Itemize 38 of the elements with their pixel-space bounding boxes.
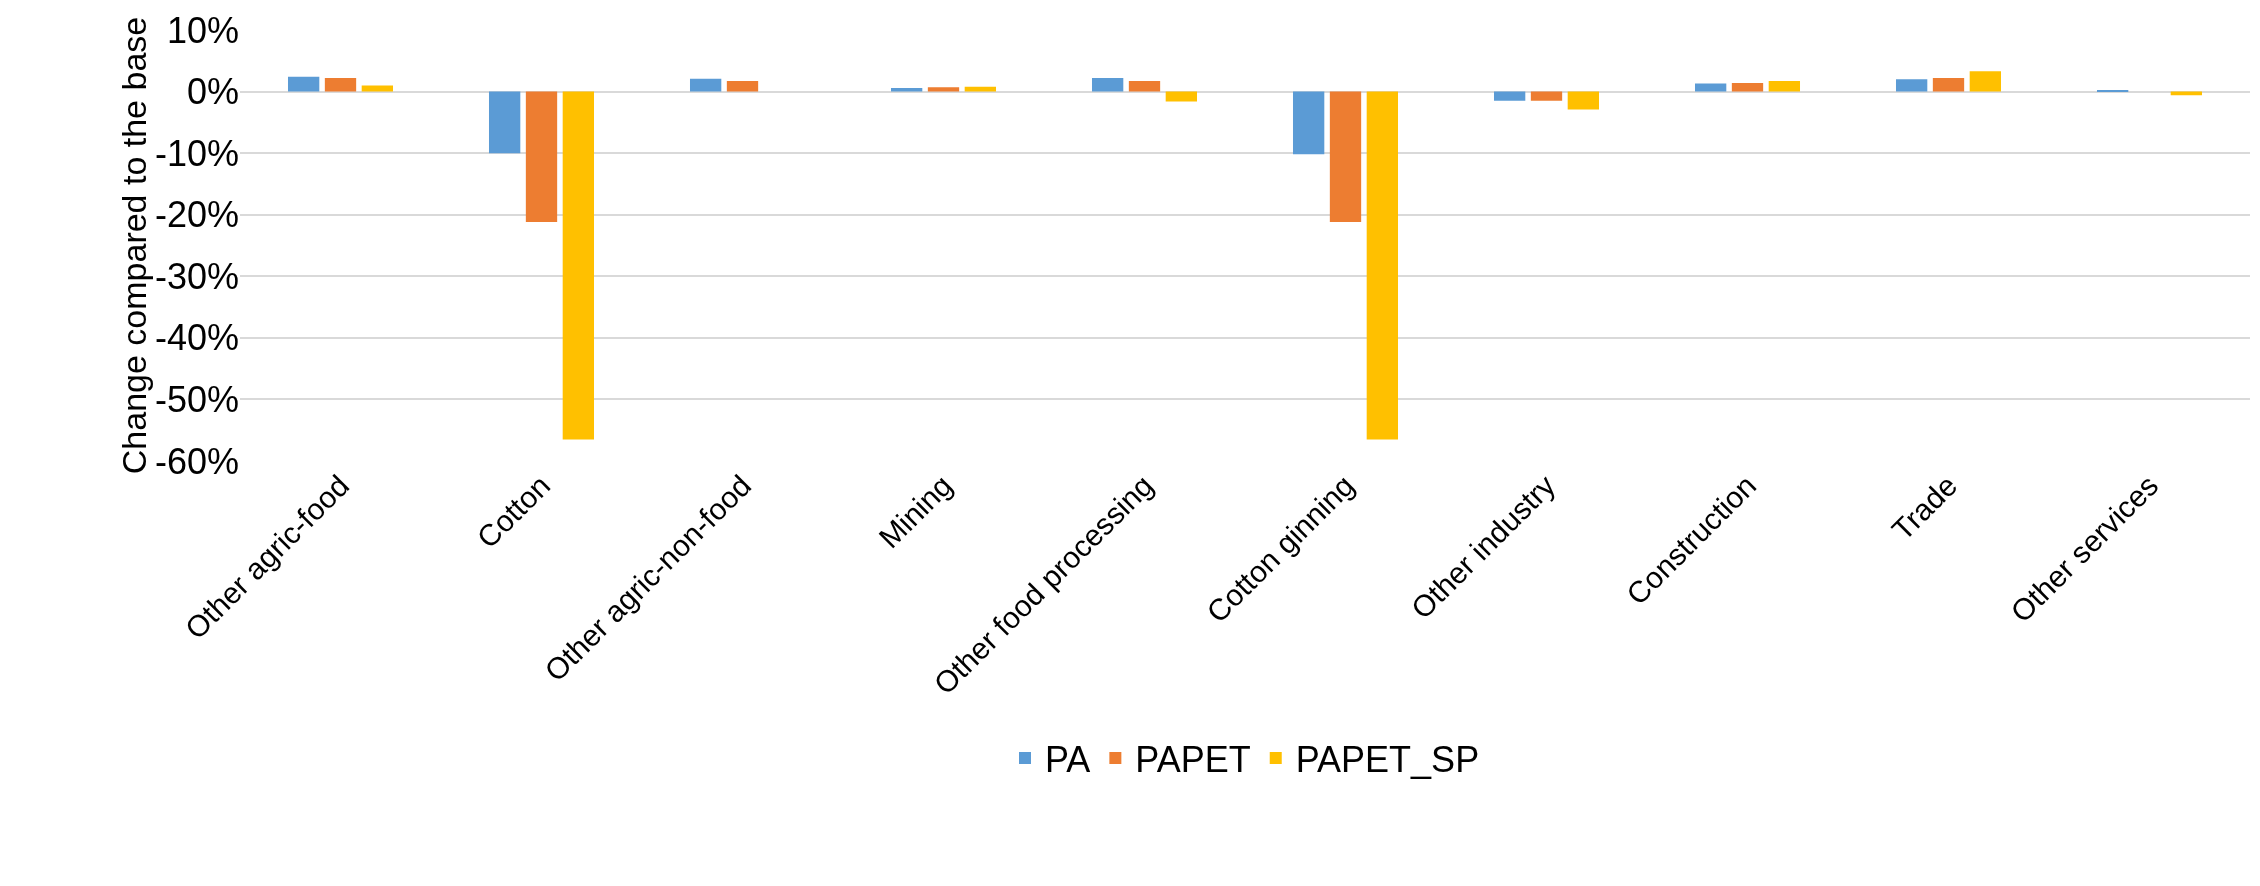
bar (1768, 81, 1801, 92)
bar (1530, 91, 1563, 101)
y-tick-label: -10% (154, 132, 239, 174)
y-tick-label: -30% (154, 255, 239, 297)
bar (1932, 78, 1965, 92)
y-tick-label: -20% (154, 194, 239, 236)
bar (525, 91, 558, 223)
legend-label: PAPET (1135, 739, 1251, 781)
bar (1091, 78, 1124, 92)
bar (689, 78, 722, 92)
bar (1895, 79, 1928, 92)
bar (1292, 91, 1325, 155)
bar (726, 81, 759, 92)
bar (1567, 91, 1600, 110)
bar (890, 87, 923, 92)
bar (1128, 81, 1161, 92)
bar (1731, 82, 1764, 92)
bar (1329, 91, 1362, 223)
bar (488, 91, 521, 154)
bar (287, 76, 320, 92)
bar (927, 87, 960, 92)
y-tick-label: 0% (186, 71, 239, 113)
bar (1969, 71, 2002, 92)
bar (324, 78, 357, 92)
bar (1165, 91, 1198, 102)
y-tick-label: 10% (166, 9, 239, 51)
bar (1694, 83, 1727, 92)
bar (361, 85, 394, 92)
y-tick-label: -60% (154, 440, 239, 482)
y-axis-title: Change compared to the base (114, 16, 153, 475)
bar (1366, 91, 1399, 440)
y-tick-label: -50% (154, 379, 239, 421)
y-tick-label: -40% (154, 317, 239, 359)
legend-label: PA (1045, 739, 1091, 781)
bar (562, 91, 595, 440)
bar (1493, 91, 1526, 101)
legend-label: PAPET_SP (1295, 739, 1480, 781)
bar (964, 86, 997, 92)
